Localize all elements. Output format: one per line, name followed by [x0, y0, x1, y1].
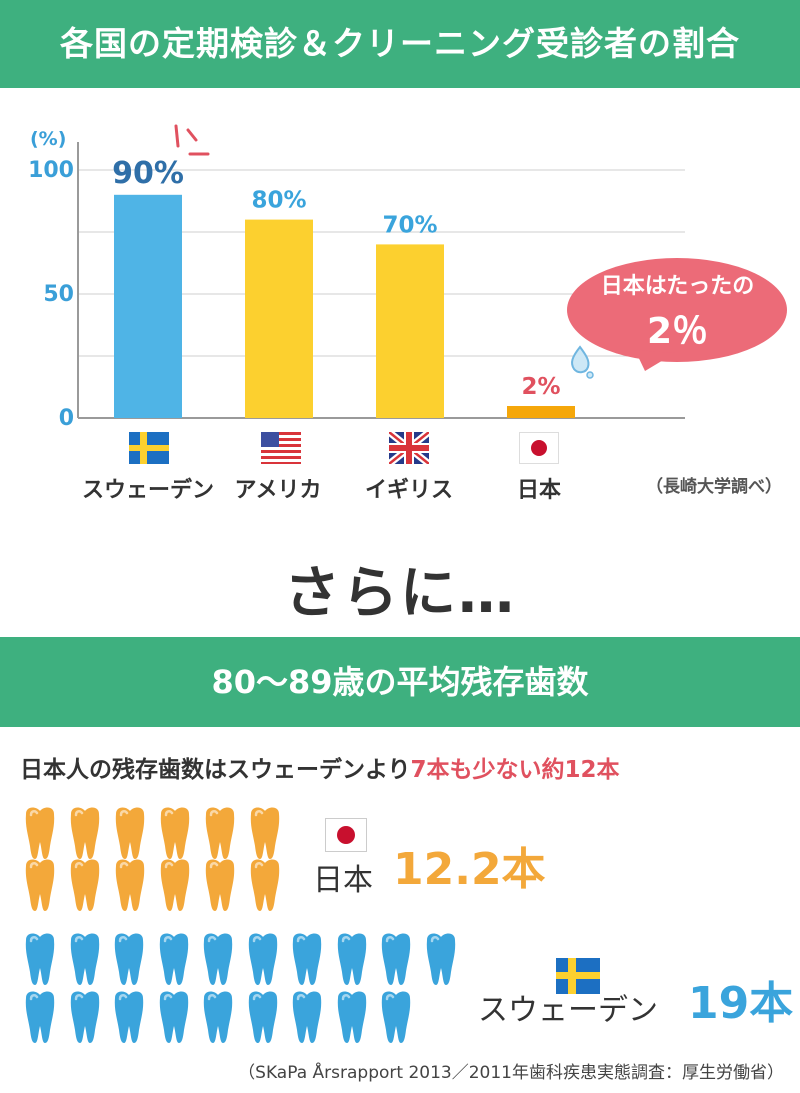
bar-value-label-1: 90% [112, 156, 184, 191]
tooth-sweden-17 [292, 991, 322, 1043]
category-label-japan: 日本 [516, 478, 561, 503]
y-tick-50: 50 [43, 282, 74, 307]
japan-flag-icon [519, 432, 559, 464]
tooth-japan-1 [25, 807, 55, 859]
callout-line2: 2％ [646, 311, 709, 352]
sweden-teeth-value: 19本 [688, 978, 794, 1029]
tooth-sweden-6 [248, 933, 277, 985]
teeth-headline: 日本人の残存歯数はスウェーデンより7本も少ない約12本 [20, 750, 620, 784]
bar-4 [507, 406, 575, 418]
tooth-sweden-11 [25, 991, 55, 1043]
chart-title-banner: 各国の定期検診＆クリーニング受診者の割合 [0, 0, 800, 88]
category-label-uk: イギリス [364, 478, 453, 503]
transition-text: さらに… [284, 561, 516, 626]
y-axis-unit: (%) [30, 128, 67, 150]
tooth-sweden-3 [114, 933, 144, 985]
tooth-sweden-9 [381, 933, 411, 985]
sweden-flag-icon [129, 432, 169, 464]
tooth-sweden-2 [70, 933, 99, 985]
tooth-japan-7 [25, 859, 55, 911]
tooth-japan-9 [115, 859, 145, 911]
bar-value-label-3: 70% [382, 212, 437, 238]
emphasis-mark-2 [186, 128, 198, 142]
tooth-japan-4 [160, 807, 190, 859]
teeth-headline-highlight: 7本も少ない約12本 [410, 757, 620, 783]
chart-title: 各国の定期検診＆クリーニング受診者の割合 [60, 24, 740, 63]
japan-teeth-value: 12.2本 [393, 844, 546, 895]
tooth-sweden-12 [70, 991, 99, 1043]
callout-bubble [567, 258, 787, 371]
tooth-japan-2 [70, 807, 100, 859]
tooth-sweden-19 [381, 991, 411, 1043]
sweden-flag-icon-2 [556, 958, 600, 994]
tooth-sweden-5 [203, 933, 233, 985]
tooth-japan-11 [205, 859, 235, 911]
tooth-sweden-4 [159, 933, 188, 985]
tooth-japan-8 [70, 859, 100, 911]
sweat-drop-icon [571, 345, 594, 379]
emphasis-mark-1 [174, 124, 180, 148]
tooth-japan-6 [250, 807, 280, 859]
tooth-sweden-15 [203, 991, 233, 1043]
category-label-usa: アメリカ [234, 478, 322, 503]
bar-value-label-4: 2% [521, 374, 560, 400]
category-label-sweden: スウェーデン [81, 478, 214, 503]
japan-flag-icon-2 [325, 818, 367, 852]
chart-source: （長崎大学調べ） [646, 477, 782, 497]
tooth-sweden-13 [114, 991, 144, 1043]
bar-2 [245, 219, 313, 418]
callout-line1: 日本はたったの [600, 274, 755, 299]
tooth-sweden-14 [159, 991, 188, 1043]
tooth-japan-12 [250, 859, 280, 911]
teeth-source: （SKaPa Årsrapport 2013／2011年歯科疾患実態調査：厚生労… [238, 1063, 784, 1083]
teeth-headline-normal: 日本人の残存歯数はスウェーデンより [20, 757, 411, 783]
tooth-sweden-18 [337, 991, 366, 1043]
tooth-japan-3 [115, 807, 145, 859]
tooth-sweden-10 [426, 933, 455, 985]
y-tick-100: 100 [28, 158, 74, 183]
tooth-japan-10 [160, 859, 190, 911]
tooth-sweden-8 [337, 933, 366, 985]
bar-value-label-2: 80% [251, 188, 306, 214]
tooth-sweden-16 [248, 991, 277, 1043]
section2-banner: 80〜89歳の平均残存歯数 [0, 637, 800, 727]
bar-1 [114, 194, 182, 418]
tooth-sweden-1 [25, 933, 55, 985]
usa-flag-icon [261, 432, 301, 464]
tooth-sweden-7 [292, 933, 322, 985]
section2-title: 80〜89歳の平均残存歯数 [211, 663, 589, 701]
bar-3 [376, 244, 444, 418]
tooth-japan-5 [205, 807, 235, 859]
japan-teeth-label: 日本 [313, 863, 373, 898]
y-tick-0: 0 [58, 406, 74, 431]
sweden-teeth-label: スウェーデン [478, 993, 658, 1028]
uk-flag-icon [389, 432, 429, 464]
